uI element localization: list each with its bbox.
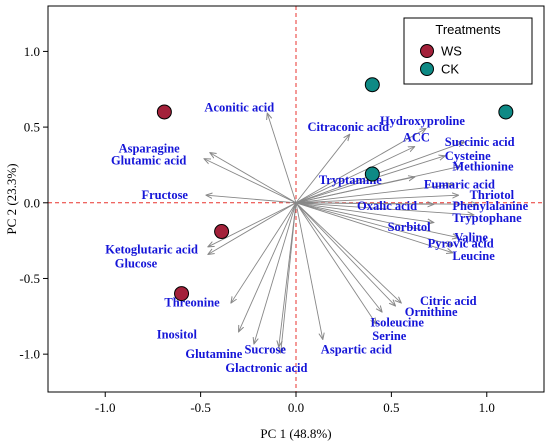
loading-label-inositol: Inositol xyxy=(157,327,198,341)
x-axis-ticks: -1.0 -0.5 0.0 0.5 1.0 xyxy=(95,392,495,415)
loading-label-fumaric-acid: Fumaric acid xyxy=(424,178,495,192)
point-ck xyxy=(364,166,380,182)
point-ws xyxy=(156,104,172,120)
x-tick-label: 1.0 xyxy=(479,400,495,415)
loading-label-fructose: Fructose xyxy=(141,188,188,202)
loading-label-cysteine: Cysteine xyxy=(445,149,491,163)
loading-label-glutamic-acid: Glutamic acid xyxy=(111,153,186,167)
legend-title: Treatments xyxy=(435,22,501,37)
point-ws xyxy=(214,224,230,240)
loading-label-thriotol: Thriotol xyxy=(470,188,515,202)
loading-label-serine: Serine xyxy=(372,329,406,343)
loading-arrow-fumaric-acid xyxy=(295,185,452,204)
loading-label-oxalic-acid: Oxalic acid xyxy=(357,199,417,213)
loading-label-valine: Valine xyxy=(454,231,488,245)
loading-arrow-aspartic-acid xyxy=(295,202,323,339)
loading-arrow-threonine xyxy=(231,202,297,303)
loading-label-sorbitol: Sorbitol xyxy=(388,220,432,234)
loading-arrow-asparagine xyxy=(210,153,297,204)
loading-label-succinic-acid: Succinic acid xyxy=(445,135,515,149)
loading-arrow-pyrovic-acid xyxy=(295,202,452,245)
loading-arrow-hydroxyproline xyxy=(295,129,426,204)
loading-label-sucrose: Sucrose xyxy=(244,343,286,357)
y-tick-label: 1.0 xyxy=(24,44,40,59)
y-tick-label: 0.5 xyxy=(24,120,40,135)
point-ws xyxy=(174,286,190,302)
loading-arrow-serine xyxy=(295,202,376,324)
loading-label-tryptophane: Tryptophane xyxy=(452,211,522,225)
x-axis-title: PC 1 (48.8%) xyxy=(260,426,331,441)
loading-arrow-isoleucine xyxy=(295,202,382,312)
loading-label-asparagine: Asparagine xyxy=(119,141,181,155)
loading-arrow-thriotol xyxy=(295,195,458,204)
x-tick-label: -1.0 xyxy=(95,400,116,415)
y-tick-label: -0.5 xyxy=(19,271,40,286)
legend-label-ws: WS xyxy=(441,44,462,59)
sample-points xyxy=(156,77,514,302)
loading-label-citraconic-acid: Citraconic acid xyxy=(307,120,389,134)
loading-label-threonine: Threonine xyxy=(164,296,220,310)
loading-arrow-sorbitol xyxy=(295,202,433,223)
loading-arrow-aconitic-acid xyxy=(267,113,297,203)
y-axis-ticks: -1.0 -0.5 0.0 0.5 1.0 xyxy=(19,44,48,362)
legend-marker-ck xyxy=(420,62,434,76)
loading-arrow-acc xyxy=(295,147,414,204)
loading-label-aconitic-acid: Aconitic acid xyxy=(204,100,274,114)
loading-arrow-tryptophane xyxy=(295,202,473,215)
loading-label-phenylalanine: Phenylalanine xyxy=(452,199,528,213)
loading-arrow-fructose xyxy=(206,195,297,204)
loading-arrow-glucose xyxy=(208,202,297,254)
loading-label-aspartic-acid: Aspartic acid xyxy=(321,343,392,357)
y-axis-title: PC 2 (23.3%) xyxy=(4,163,19,234)
x-tick-label: -0.5 xyxy=(190,400,211,415)
loading-label-glucose: Glucose xyxy=(115,256,158,270)
point-ck xyxy=(498,104,514,120)
legend-marker-ws xyxy=(420,44,434,58)
loading-label-glutamine: Glutamine xyxy=(185,347,242,361)
y-tick-label: -1.0 xyxy=(19,347,40,362)
loading-arrow-citric-acid xyxy=(295,202,401,303)
loading-label-pyrovic-acid: Pyrovic acid xyxy=(428,237,494,251)
loading-label-glactronic-acid: Glactronic acid xyxy=(225,361,307,375)
legend: Treatments WS CK xyxy=(403,17,533,85)
point-ck xyxy=(364,77,380,93)
loading-arrow-glutamic-acid xyxy=(204,159,297,204)
loading-label-hydroxyproline: Hydroxyproline xyxy=(380,114,465,128)
x-tick-label: 0.0 xyxy=(288,400,304,415)
legend-label-ck: CK xyxy=(441,62,459,77)
loading-arrow-glutamine xyxy=(254,202,297,344)
loading-arrow-ketoglutaric-acid xyxy=(208,202,297,247)
loading-label-leucine: Leucine xyxy=(452,249,495,263)
loading-label-ketoglutaric-acid: Ketoglutaric acid xyxy=(105,243,198,257)
loading-label-isoleucine: Isoleucine xyxy=(370,315,424,329)
loading-arrow-valine xyxy=(295,202,458,238)
loading-label-methionine: Methionine xyxy=(452,159,514,173)
loading-arrow-ornithine xyxy=(295,202,395,306)
loading-arrow-glactronic-acid xyxy=(281,202,297,353)
loading-arrow-leucine xyxy=(295,202,452,253)
loading-arrow-phenylalanine xyxy=(295,203,477,205)
loading-arrow-citraconic-acid xyxy=(295,135,349,204)
loading-label-ornithine: Ornithine xyxy=(405,305,458,319)
loading-label-citric-acid: Citric acid xyxy=(420,294,477,308)
loading-arrow-inositol xyxy=(239,202,297,332)
x-tick-label: 0.5 xyxy=(383,400,399,415)
loading-arrow-succinic-acid xyxy=(295,142,464,204)
y-tick-label: 0.0 xyxy=(24,195,40,210)
legend-items: WS CK xyxy=(420,44,462,77)
loading-arrow-methionine xyxy=(295,166,460,204)
loading-label-acc: ACC xyxy=(403,131,430,145)
